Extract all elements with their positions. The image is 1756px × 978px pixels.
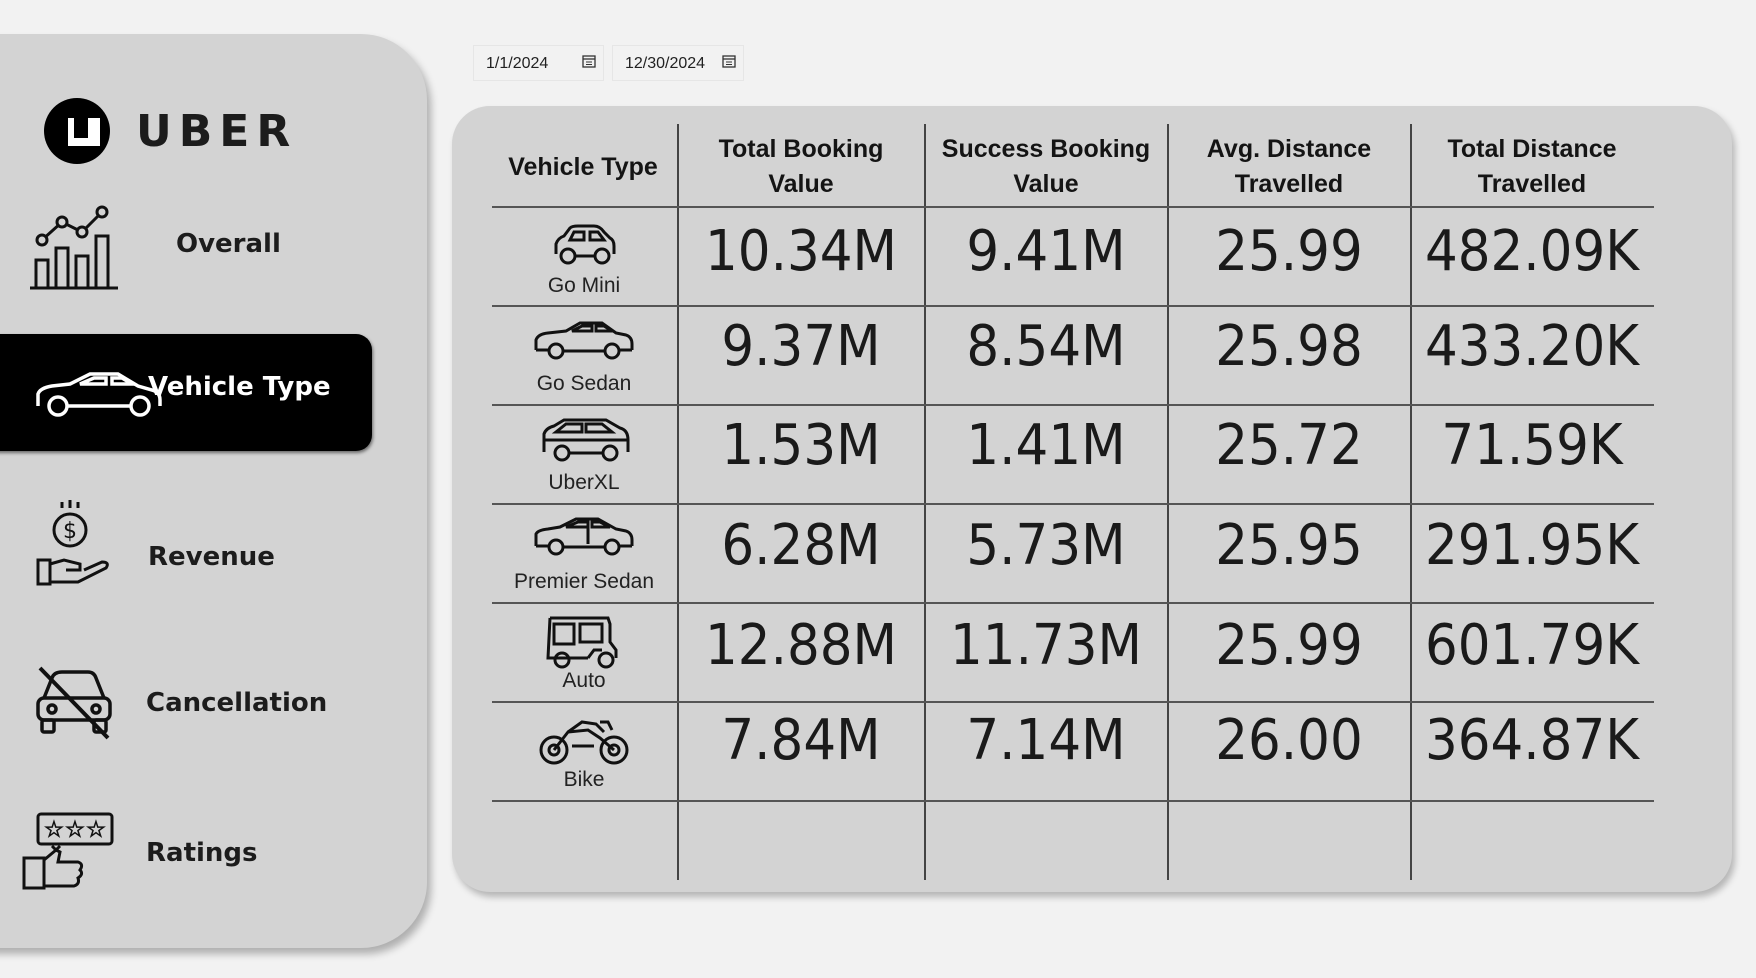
total-distance-value: 482.09K — [1424, 219, 1640, 284]
start-date-picker[interactable]: 1/1/2024 — [473, 45, 604, 81]
success-booking-value: 9.41M — [966, 219, 1126, 284]
row-divider — [492, 800, 1654, 802]
motorbike-icon — [539, 720, 629, 765]
sidebar-item-ratings[interactable]: ★ ★ ★ Ratings — [0, 804, 390, 924]
line-bar-chart-icon — [30, 205, 118, 290]
sidebar-item-label: Cancellation — [146, 688, 328, 718]
stars-thumbs-up-icon: ★ ★ ★ — [22, 812, 114, 890]
uber-logo: UBER — [44, 98, 297, 164]
avg-distance-value: 25.99 — [1215, 219, 1363, 284]
column-header-total-booking-value: Total Booking Value — [718, 135, 884, 198]
total-distance-value: 601.79K — [1424, 613, 1640, 678]
vehicle-label: Go Mini — [547, 274, 621, 297]
sidebar-item-label: Revenue — [148, 542, 275, 572]
vehicle-label: Premier Sedan — [513, 570, 655, 593]
mini-car-icon — [554, 224, 616, 265]
svg-text:★: ★ — [66, 817, 84, 841]
total-booking-value: 6.28M — [721, 513, 881, 578]
total-distance-value: 364.87K — [1424, 708, 1640, 773]
auto-rickshaw-icon — [546, 616, 618, 669]
sidebar-item-cancellation[interactable]: Cancellation — [0, 644, 390, 764]
total-booking-value: 7.84M — [721, 708, 881, 773]
brand-name: UBER — [136, 105, 298, 157]
row-divider — [492, 305, 1654, 307]
column-header-total-distance: Total Distance Travelled — [1447, 135, 1617, 198]
vehicle-label: Auto — [562, 669, 606, 692]
premier-sedan-icon — [534, 517, 634, 556]
avg-distance-value: 25.72 — [1215, 413, 1363, 478]
avg-distance-value: 25.98 — [1215, 314, 1363, 379]
svg-text:★: ★ — [45, 817, 63, 841]
avg-distance-value: 25.99 — [1215, 613, 1363, 678]
sidebar-item-label: Ratings — [146, 838, 258, 868]
sidebar-item-revenue[interactable]: $ Revenue — [0, 484, 390, 604]
success-booking-value: 5.73M — [966, 513, 1126, 578]
end-date-value: 12/30/2024 — [625, 55, 706, 72]
total-booking-value: 10.34M — [705, 219, 897, 284]
end-date-picker[interactable]: 12/30/2024 — [612, 45, 744, 81]
svg-text:★: ★ — [87, 817, 105, 841]
total-distance-value: 291.95K — [1424, 513, 1640, 578]
uber-logo-icon — [44, 98, 110, 164]
sidebar-item-label: Overall — [176, 229, 281, 259]
money-hand-icon: $ — [36, 500, 109, 586]
sidebar-item-label: Vehicle Type — [148, 372, 331, 402]
avg-distance-value: 25.95 — [1215, 513, 1363, 578]
total-booking-value: 9.37M — [721, 314, 881, 379]
column-header-success-booking-value: Success Booking Value — [941, 135, 1151, 198]
success-booking-value: 8.54M — [966, 314, 1126, 379]
calendar-icon[interactable] — [721, 53, 737, 69]
sedan-icon — [534, 321, 634, 360]
vehicle-label: UberXL — [548, 471, 620, 494]
total-booking-value: 12.88M — [705, 613, 897, 678]
sidebar: UBER Overall — [0, 34, 427, 948]
vehicle-label: Bike — [563, 768, 605, 791]
column-header-avg-distance: Avg. Distance Travelled — [1206, 135, 1372, 198]
row-divider — [492, 701, 1654, 703]
total-distance-value: 71.59K — [1441, 413, 1623, 478]
avg-distance-value: 26.00 — [1215, 708, 1363, 773]
sidebar-item-vehicle-type[interactable]: Vehicle Type — [0, 334, 372, 451]
column-divider — [1167, 124, 1169, 880]
success-booking-value: 7.14M — [966, 708, 1126, 773]
start-date-value: 1/1/2024 — [486, 55, 549, 72]
total-distance-value: 433.20K — [1424, 314, 1640, 379]
column-divider — [1410, 124, 1412, 880]
sidebar-item-overall[interactable]: Overall — [0, 184, 390, 304]
total-booking-value: 1.53M — [721, 413, 881, 478]
row-divider — [492, 503, 1654, 505]
car-crossed-icon — [36, 666, 112, 740]
success-booking-value: 1.41M — [966, 413, 1126, 478]
suv-icon — [542, 418, 630, 462]
column-header-vehicle-type: Vehicle Type — [508, 153, 658, 181]
column-divider — [677, 124, 679, 880]
row-divider — [492, 602, 1654, 604]
car-icon — [36, 372, 162, 417]
calendar-icon[interactable] — [581, 53, 597, 69]
svg-text:$: $ — [63, 519, 77, 544]
row-divider — [492, 206, 1654, 208]
vehicle-type-table-panel: Vehicle Type Total Booking Value Success … — [452, 106, 1732, 892]
success-booking-value: 11.73M — [950, 613, 1142, 678]
row-divider — [492, 404, 1654, 406]
vehicle-label: Go Sedan — [536, 372, 632, 395]
column-divider — [924, 124, 926, 880]
